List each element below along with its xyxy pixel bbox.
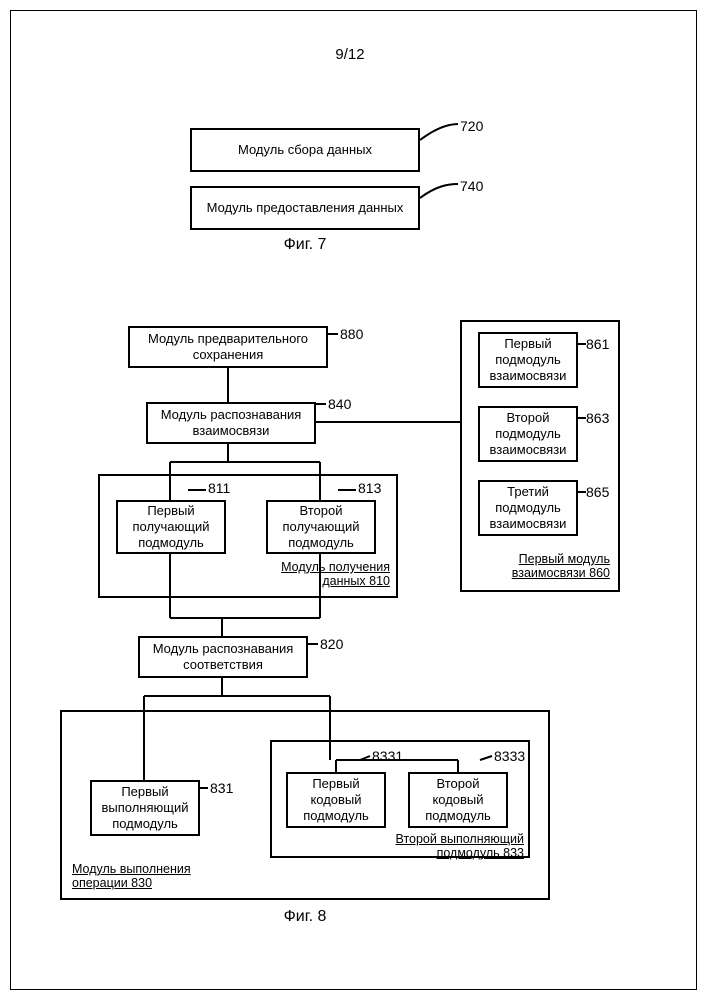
- group-833-title: Второй выполняющий подмодуль 833: [368, 832, 524, 860]
- box-813-text: Второй получающий подмодуль: [274, 503, 368, 552]
- box-811-text: Первый получающий подмодуль: [124, 503, 218, 552]
- fig8-caption: Фиг. 8: [275, 908, 335, 926]
- box-880-text: Модуль предварительного сохранения: [136, 331, 320, 364]
- box-840-text: Модуль распознавания взаимосвязи: [154, 407, 308, 440]
- box-865-text: Третий подмодуль взаимосвязи: [486, 484, 570, 533]
- page-number: 9/12: [320, 46, 380, 63]
- ref-865: 865: [586, 484, 609, 500]
- box-720: Модуль сбора данных: [190, 128, 420, 172]
- ref-863: 863: [586, 410, 609, 426]
- ref-820: 820: [320, 636, 343, 652]
- ref-8333: 8333: [494, 748, 525, 764]
- box-861: Первый подмодуль взаимосвязи: [478, 332, 578, 388]
- box-865: Третий подмодуль взаимосвязи: [478, 480, 578, 536]
- box-820-text: Модуль распознавания соответствия: [146, 641, 300, 674]
- box-861-text: Первый подмодуль взаимосвязи: [486, 336, 570, 385]
- box-8333: Второй кодовый подмодуль: [408, 772, 508, 828]
- box-811: Первый получающий подмодуль: [116, 500, 226, 554]
- box-863: Второй подмодуль взаимосвязи: [478, 406, 578, 462]
- box-831-text: Первый выполняющий подмодуль: [98, 784, 192, 833]
- ref-813: 813: [358, 480, 381, 496]
- box-813: Второй получающий подмодуль: [266, 500, 376, 554]
- ref-740: 740: [460, 178, 483, 194]
- ref-840: 840: [328, 396, 351, 412]
- box-8331: Первый кодовый подмодуль: [286, 772, 386, 828]
- group-860-title: Первый модуль взаимосвязи 860: [490, 552, 610, 580]
- ref-8331: 8331: [372, 748, 403, 764]
- box-740-text: Модуль предоставления данных: [207, 200, 404, 216]
- ref-880: 880: [340, 326, 363, 342]
- ref-720: 720: [460, 118, 483, 134]
- box-8333-text: Второй кодовый подмодуль: [416, 776, 500, 825]
- group-810-title: Модуль получения данных 810: [250, 560, 390, 588]
- box-831: Первый выполняющий подмодуль: [90, 780, 200, 836]
- ref-831: 831: [210, 780, 233, 796]
- diagram-canvas: 9/12 Модуль сбора данных 720 Модуль пред…: [0, 0, 707, 1000]
- fig7-caption: Фиг. 7: [275, 236, 335, 254]
- box-840: Модуль распознавания взаимосвязи: [146, 402, 316, 444]
- ref-861: 861: [586, 336, 609, 352]
- box-740: Модуль предоставления данных: [190, 186, 420, 230]
- box-863-text: Второй подмодуль взаимосвязи: [486, 410, 570, 459]
- box-720-text: Модуль сбора данных: [238, 142, 372, 158]
- group-830-title: Модуль выполнения операции 830: [72, 862, 242, 890]
- box-820: Модуль распознавания соответствия: [138, 636, 308, 678]
- ref-811: 811: [208, 480, 230, 496]
- box-880: Модуль предварительного сохранения: [128, 326, 328, 368]
- box-8331-text: Первый кодовый подмодуль: [294, 776, 378, 825]
